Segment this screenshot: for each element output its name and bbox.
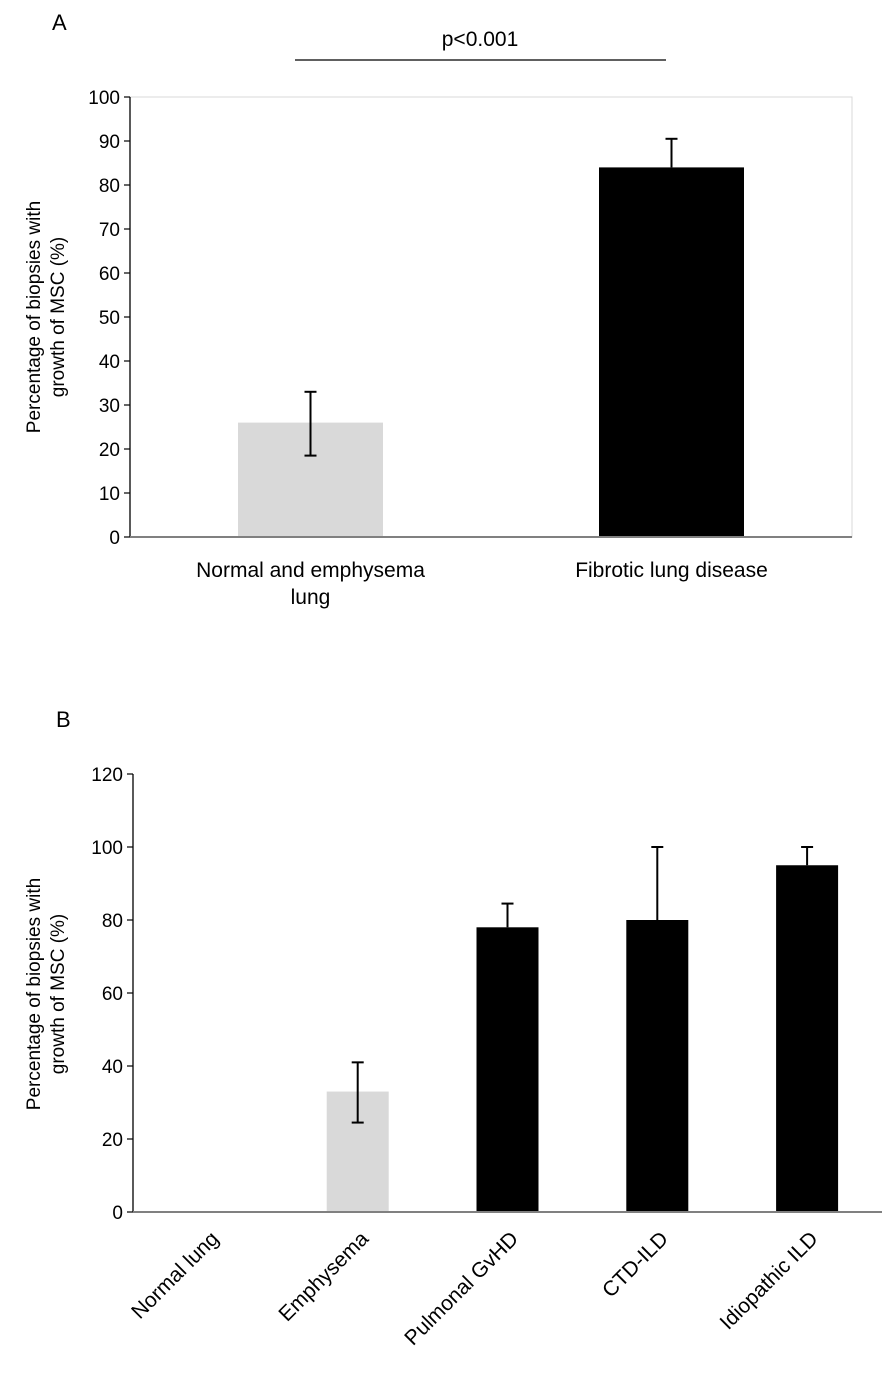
panel-b-chart: B Percentage of biopsies with growth of …: [24, 707, 882, 1350]
panel-a-bar: [599, 167, 744, 537]
panel-b-y-tick-label: 100: [91, 838, 123, 859]
panel-a-y-tick-label: 0: [109, 528, 120, 549]
panel-a-category-label-line: Normal and emphysema: [196, 559, 425, 582]
panel-b-category-label: Normal lung: [127, 1227, 223, 1323]
panel-a-label: A: [52, 10, 67, 35]
panel-b-bar: [476, 927, 539, 1212]
panel-b-ylabel-line-1: Percentage of biopsies with: [24, 878, 45, 1110]
panel-a-ylabel-line-1: Percentage of biopsies with: [24, 201, 45, 433]
panel-a-y-tick-label: 80: [99, 176, 120, 197]
panel-a-category-label: Fibrotic lung disease: [575, 559, 768, 582]
panel-b-bar: [776, 865, 839, 1212]
panel-b-category-label: Idiopathic ILD: [716, 1227, 823, 1334]
panel-a-y-tick-label: 50: [99, 308, 120, 329]
panel-a-category-label-line: Fibrotic lung disease: [575, 559, 768, 582]
panel-a-chart: A p<0.001 Percentage of biopsies with gr…: [24, 10, 853, 609]
panel-b-category-label: CTD-ILD: [598, 1227, 673, 1302]
panel-a-y-tick-label: 20: [99, 440, 120, 461]
panel-b-bar: [626, 920, 689, 1212]
panel-a-y-tick-label: 60: [99, 264, 120, 285]
panel-b-label: B: [56, 707, 71, 732]
panel-b-category-label: Pulmonal GvHD: [400, 1227, 523, 1350]
panel-b-y-tick-label: 60: [102, 984, 123, 1005]
panel-b-y-tick-label: 80: [102, 911, 123, 932]
panel-a-y-tick-label: 10: [99, 484, 120, 505]
panel-a-category-label: Normal and emphysema lung: [196, 559, 425, 609]
panel-b-y-tick-label: 40: [102, 1057, 123, 1078]
panel-a-y-tick-label: 40: [99, 352, 120, 373]
panel-b-category-label: Emphysema: [274, 1227, 373, 1326]
panel-b-y-tick-label: 120: [91, 765, 123, 786]
p-value-annotation: p<0.001: [442, 28, 519, 51]
panel-b-ylabel-line-2: growth of MSC (%): [48, 914, 69, 1074]
panel-a-y-tick-label: 90: [99, 132, 120, 153]
panel-b-y-tick-label: 20: [102, 1130, 123, 1151]
panel-b-y-axis-label: Percentage of biopsies with growth of MS…: [24, 878, 69, 1110]
panel-a-y-tick-label: 100: [88, 88, 120, 109]
panel-a-y-tick-label: 70: [99, 220, 120, 241]
panel-b-y-tick-label: 0: [112, 1203, 123, 1224]
panel-a-y-axis-label: Percentage of biopsies with growth of MS…: [24, 201, 69, 433]
panel-a-ylabel-line-2: growth of MSC (%): [48, 237, 69, 397]
panel-a-y-tick-label: 30: [99, 396, 120, 417]
panel-a-category-label-line: lung: [291, 586, 331, 609]
